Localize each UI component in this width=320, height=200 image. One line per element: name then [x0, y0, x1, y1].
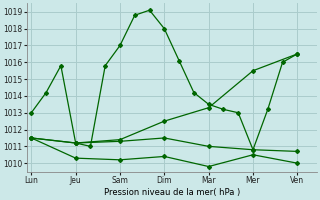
X-axis label: Pression niveau de la mer( hPa ): Pression niveau de la mer( hPa )	[104, 188, 240, 197]
